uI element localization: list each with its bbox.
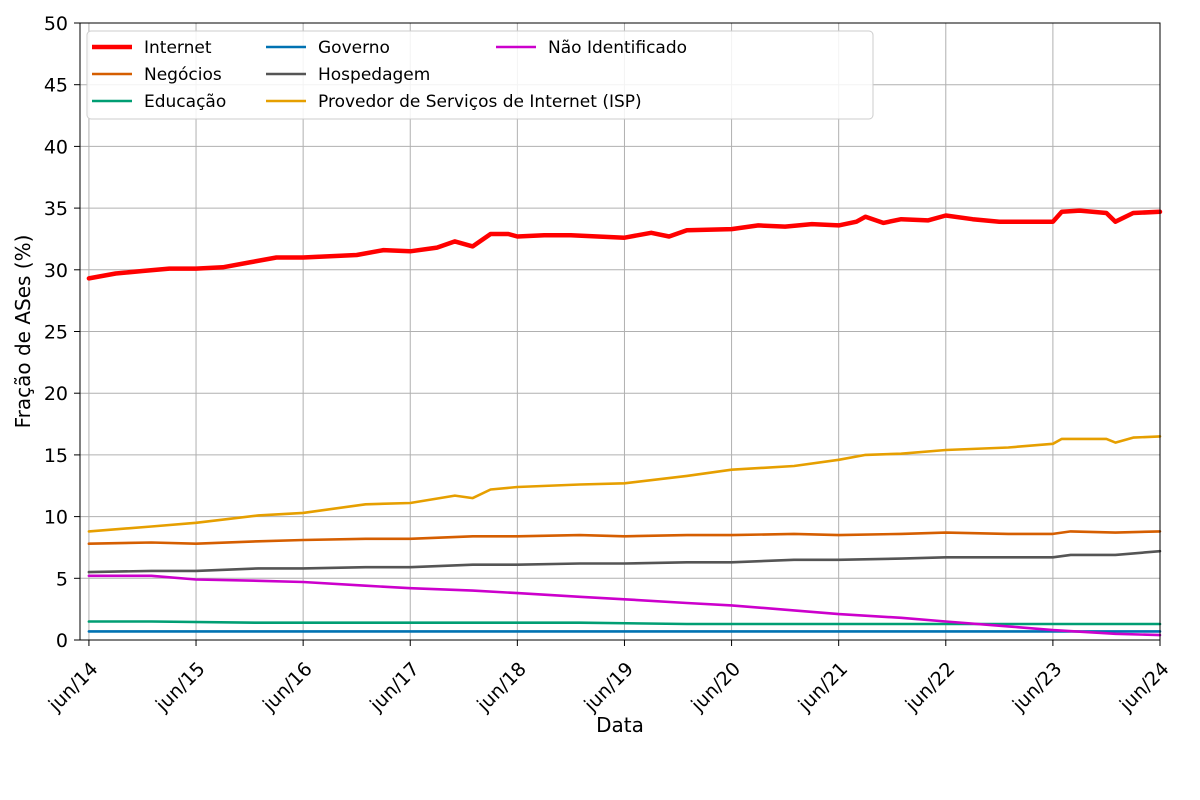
legend-label: Internet <box>144 38 212 58</box>
y-tick-label: 30 <box>44 260 68 282</box>
y-tick-label: 15 <box>44 445 68 467</box>
y-tick-label: 45 <box>44 75 68 97</box>
x-tick-label: jun/19 <box>579 658 638 717</box>
y-tick-label: 25 <box>44 322 68 344</box>
y-tick-label: 20 <box>44 383 68 405</box>
x-tick-label: jun/18 <box>472 658 531 717</box>
y-tick-label: 50 <box>44 13 68 35</box>
x-tick-label: jun/16 <box>258 658 317 717</box>
x-tick-label: jun/23 <box>1008 658 1067 717</box>
series-line-provedor-de-servi-os-de-internet-isp <box>87 435 1162 533</box>
y-tick-label: 10 <box>44 507 68 529</box>
x-tick-label: jun/17 <box>365 658 424 717</box>
x-axis-title: Data <box>596 713 644 737</box>
x-tick-label: jun/20 <box>686 658 745 717</box>
y-tick-label: 35 <box>44 198 68 220</box>
series-lines <box>86 208 1163 637</box>
legend-label: Provedor de Serviços de Internet (ISP) <box>318 92 642 112</box>
y-tick-label: 0 <box>56 630 68 652</box>
legend-label: Não Identificado <box>548 38 687 58</box>
y-tick-label: 5 <box>56 568 68 590</box>
x-tick-label: jun/15 <box>151 658 210 717</box>
series-line-neg-cios <box>87 530 1162 546</box>
series-line-educa-o <box>87 620 1162 626</box>
x-tick-label: jun/22 <box>901 658 960 717</box>
legend-label: Hospedagem <box>318 65 430 85</box>
x-tick-label: jun/24 <box>1115 658 1174 717</box>
legend-label: Governo <box>318 38 390 58</box>
x-tick-label: jun/21 <box>794 658 853 717</box>
series-line-n-o-identificado <box>87 574 1162 637</box>
legend-label: Negócios <box>144 65 222 85</box>
legend-box <box>86 30 874 120</box>
series-line-internet <box>86 208 1163 281</box>
y-tick-label: 40 <box>44 136 68 158</box>
x-tick-label: jun/14 <box>44 658 103 717</box>
series-line-hospedagem <box>87 549 1162 574</box>
legend-label: Educação <box>144 92 226 112</box>
y-axis-title: Fração de ASes (%) <box>11 235 35 429</box>
legend: Internet Negócios Educação Governo Hospedage… <box>86 30 874 120</box>
